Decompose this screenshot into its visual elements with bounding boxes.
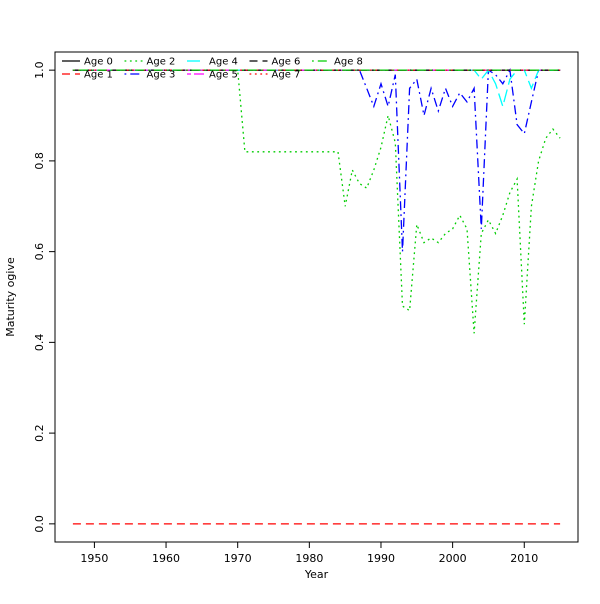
legend-label-age-2: Age 2 (147, 57, 176, 68)
x-tick-label: 1980 (295, 552, 323, 565)
y-tick-label: 0.4 (33, 334, 46, 352)
y-tick-label: 0.2 (33, 424, 46, 442)
x-tick-label: 1950 (80, 552, 108, 565)
x-tick-label: 1990 (367, 552, 395, 565)
legend-label-age-4: Age 4 (209, 57, 238, 68)
legend-label-age-5: Age 5 (209, 70, 238, 81)
y-tick-label: 0.6 (33, 243, 46, 261)
series-line-age-2 (72, 69, 561, 334)
plot-border (54, 51, 579, 543)
y-tick-label: 0.0 (33, 515, 46, 533)
x-tick-label: 2010 (510, 552, 538, 565)
legend-label-age-8: Age 8 (334, 57, 363, 68)
y-tick-label: 0.8 (33, 152, 46, 170)
legend-label-age-6: Age 6 (272, 57, 301, 68)
series-line-age-3 (72, 67, 561, 252)
x-tick-label: 1970 (224, 552, 252, 565)
legend: Age 0 Age 1 Age 2 Age 3 Age 4 Age 5 Age 6 Age 7… (62, 57, 363, 81)
x-axis-title: Year (304, 568, 329, 581)
x-tick-label: 2000 (439, 552, 467, 565)
y-axis-title: Maturity ogive (4, 257, 17, 337)
legend-label-age-3: Age 3 (147, 70, 176, 81)
legend-label-age-0: Age 0 (84, 57, 113, 68)
series-lines (72, 67, 561, 525)
series-line-age-4 (72, 68, 561, 109)
legend-label-age-1: Age 1 (84, 70, 113, 81)
x-tick-label: 1960 (152, 552, 180, 565)
y-tick-label: 1.0 (33, 61, 46, 79)
legend-label-age-7: Age 7 (272, 70, 301, 81)
axis-ticks: 1950 1960 1970 1980 1990 2000 2010 0.0 0.2 0.4 0.6… (33, 61, 538, 565)
